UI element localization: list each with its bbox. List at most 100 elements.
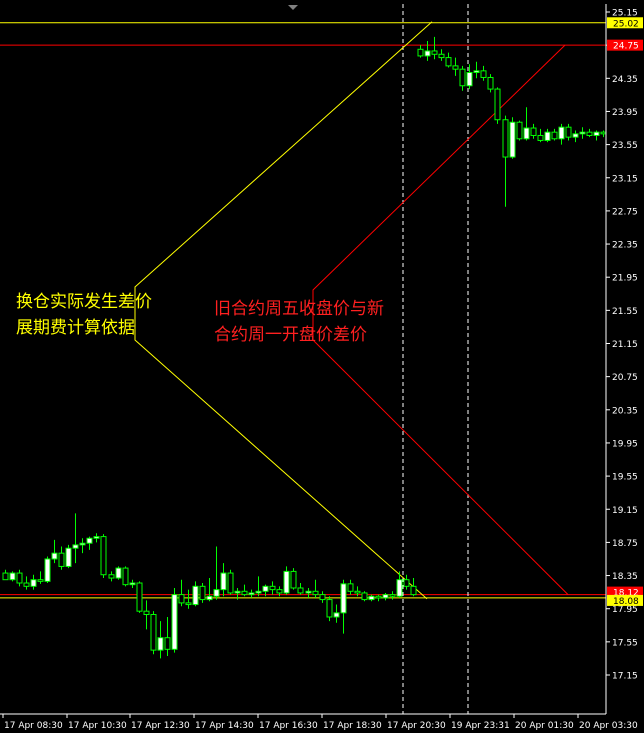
bullish-candle (340, 583, 347, 614)
bullish-candle (86, 537, 93, 544)
shift-marker-icon (288, 5, 298, 10)
bullish-candle (572, 133, 579, 138)
bullish-candle (593, 131, 600, 136)
y-tick-label: 21.15 (612, 340, 638, 350)
bearish-candle (445, 57, 452, 67)
y-tick-label: 24.35 (612, 75, 638, 85)
bullish-candle (115, 567, 122, 579)
price-label-text: 24.75 (613, 42, 639, 52)
y-tick-label: 25.15 (612, 9, 638, 19)
bullish-candle (558, 126, 565, 140)
x-tick-label: 17 Apr 20:30 (387, 721, 446, 731)
bearish-candle (108, 574, 115, 579)
y-tick-label: 21.55 (612, 307, 638, 317)
bearish-candle (143, 610, 150, 616)
bullish-candle (305, 590, 312, 594)
bearish-candle (319, 594, 326, 601)
bearish-candle (199, 585, 206, 601)
bearish-candle (487, 76, 494, 90)
bullish-candle (213, 589, 220, 597)
x-tick-label: 17 Apr 08:30 (4, 721, 63, 731)
bearish-candle (326, 599, 333, 618)
bearish-candle (494, 88, 501, 121)
bearish-candle (389, 594, 396, 597)
bullish-candle (51, 552, 58, 560)
bullish-candle (9, 572, 16, 581)
bearish-candle (480, 70, 487, 78)
bearish-candle (58, 552, 65, 567)
bearish-candle (185, 602, 192, 606)
bearish-candle (269, 585, 276, 591)
price-label-text: 18.12 (613, 589, 639, 599)
bearish-candle (23, 582, 30, 587)
bearish-candle (438, 53, 445, 59)
bearish-candle (297, 587, 304, 594)
rollover-cost-annotation: 换仓实际发生差价 展期费计算依据 (16, 292, 152, 338)
bullish-candle (44, 558, 51, 582)
bullish-candle (396, 579, 403, 597)
x-tick-label: 17 Apr 12:30 (131, 721, 190, 731)
axes-group: 25.15 24.75 24.35 23.95 23.55 23.15 22.75 22.35… (0, 4, 638, 731)
bullish-candle (206, 595, 213, 601)
bearish-candle (530, 127, 537, 136)
bearish-candle (290, 570, 297, 589)
bullish-candle (424, 50, 431, 57)
bearish-candle (150, 614, 157, 651)
bearish-candle (516, 121, 523, 140)
bearish-candle (502, 119, 509, 158)
bearish-candle (375, 595, 382, 599)
bullish-candle (333, 612, 340, 618)
bearish-candle (354, 590, 361, 594)
bearish-candle (37, 579, 44, 582)
overlay-lines (0, 4, 606, 714)
bullish-candle (72, 544, 79, 549)
bearish-candle (312, 590, 319, 596)
bearish-candle (276, 589, 283, 594)
bearish-candle (410, 585, 417, 596)
bullish-candle (248, 592, 255, 596)
bearish-candle (227, 572, 234, 594)
y-tick-label: 17.15 (612, 672, 638, 682)
price-label-box (607, 586, 643, 598)
yellow-channel-line (134, 21, 433, 600)
bullish-candle (382, 594, 389, 599)
bullish-candle (509, 121, 516, 158)
bearish-candle (452, 65, 459, 70)
y-tick-label: 21.95 (612, 274, 638, 284)
candles-group (2, 36, 607, 659)
bullish-candle (171, 594, 178, 650)
bearish-candle (417, 48, 424, 57)
price-label-box (607, 39, 643, 51)
y-tick-label: 19.55 (612, 473, 638, 483)
bullish-candle (79, 542, 86, 546)
price-label-text: 25.02 (613, 19, 639, 29)
y-tick-label: 18.75 (612, 539, 638, 549)
y-tick-label: 19.95 (612, 439, 638, 449)
bearish-candle (361, 592, 368, 601)
x-tick-label: 20 Apr 01:30 (515, 721, 574, 731)
bearish-candle (2, 572, 9, 581)
red-channel-line (312, 44, 569, 595)
bearish-candle (403, 579, 410, 587)
y-tick-label: 19.15 (612, 506, 638, 516)
y-tick-label: 18.35 (612, 572, 638, 582)
bullish-candle (255, 590, 262, 594)
y-tick-label: 20.35 (612, 406, 638, 416)
price-label-box (607, 594, 643, 606)
bearish-candle (586, 131, 593, 136)
bearish-candle (459, 68, 466, 87)
x-tick-label: 17 Apr 10:30 (68, 721, 127, 731)
bearish-candle (122, 567, 129, 586)
bullish-candle (283, 570, 290, 594)
bearish-candle (551, 131, 558, 140)
bullish-candle (220, 572, 227, 591)
bullish-candle (466, 71, 473, 87)
bearish-candle (347, 583, 354, 592)
bearish-candle (100, 536, 107, 576)
bullish-candle (30, 579, 37, 587)
y-tick-label: 22.35 (612, 241, 638, 251)
bullish-candle (544, 131, 551, 141)
bearish-candle (164, 637, 171, 650)
